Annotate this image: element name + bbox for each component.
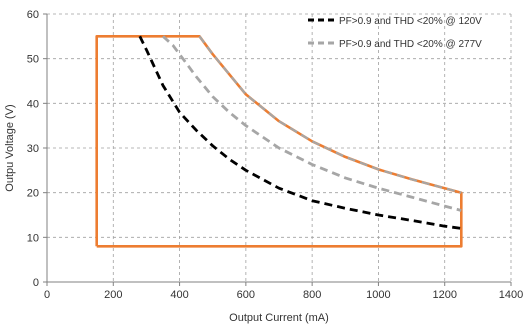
- x-tick-label: 1400: [499, 289, 523, 301]
- y-tick-label: 0: [33, 277, 39, 289]
- series-120v-line: [138, 35, 462, 230]
- operating-window-277v-overlay: [198, 35, 462, 194]
- x-tick-label: 800: [303, 289, 321, 301]
- x-tick-label: 1000: [366, 289, 390, 301]
- x-tick-label: 400: [170, 289, 188, 301]
- legend: PF>0.9 and THD <20% @ 120V PF>0.9 and TH…: [308, 16, 482, 50]
- y-tick-label: 20: [27, 188, 39, 200]
- x-tick-label: 600: [237, 289, 255, 301]
- y-tick-label: 10: [27, 232, 39, 244]
- y-tick-label: 30: [27, 143, 39, 155]
- y-tick-label: 60: [27, 9, 39, 21]
- operating-window-line: [95, 34, 463, 248]
- axes: [43, 13, 512, 286]
- legend-label-120v: PF>0.9 and THD <20% @ 120V: [339, 16, 482, 27]
- x-tick-label: 0: [44, 289, 50, 301]
- y-axis-title: Outpu Voltage (V): [4, 104, 16, 191]
- x-axis-title: Output Current (mA): [229, 312, 329, 324]
- grid-lines: [47, 13, 512, 282]
- legend-label-277v: PF>0.9 and THD <20% @ 277V: [339, 39, 482, 50]
- x-tick-label: 200: [104, 289, 122, 301]
- y-tick-label: 50: [27, 54, 39, 66]
- series-lines: [95, 34, 463, 248]
- y-tick-label: 40: [27, 98, 39, 110]
- tick-labels: 0 200 400 600 800 1000 1200 1400 0 10 20 30 40 50 60: [27, 9, 523, 301]
- x-tick-label: 1200: [432, 289, 456, 301]
